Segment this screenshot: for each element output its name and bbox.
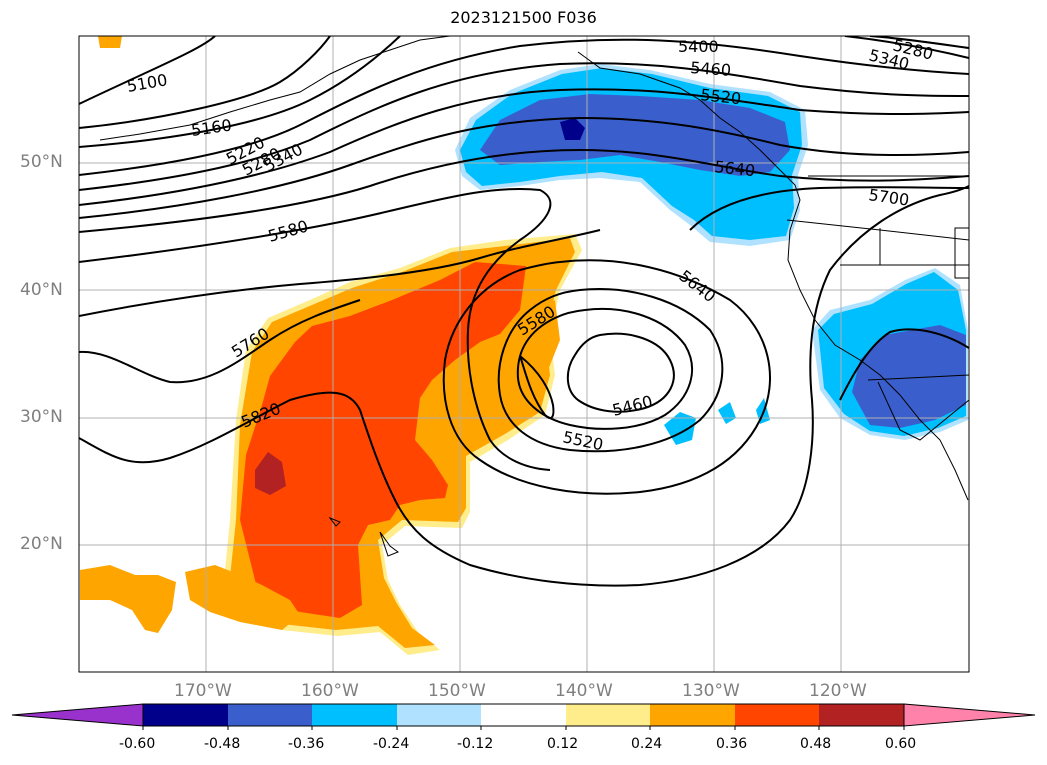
contour-label: 5640 [676, 266, 720, 306]
contour-label: 5520 [700, 85, 742, 108]
colorbar-tick-label: 0.60 [885, 736, 917, 752]
map-frame [78, 35, 970, 673]
lon-label: 120°W [809, 681, 867, 701]
contour-label: 5640 [714, 157, 756, 180]
lon-label: 160°W [301, 681, 359, 701]
colorbar-bin [228, 704, 312, 726]
colorbar-bin [312, 704, 397, 726]
colorbar-bin [819, 704, 904, 726]
colorbar-bin [566, 704, 650, 726]
contour-label: 5100 [125, 70, 168, 96]
height-contours [79, 36, 969, 587]
colorbar-bin [397, 704, 481, 726]
colorbar-tick-label: -0.48 [204, 736, 241, 752]
colorbar-bin [143, 704, 228, 726]
contour-label: 5160 [190, 115, 233, 139]
colorbar-tick-label: -0.60 [119, 736, 156, 752]
colorbar-bin [735, 704, 819, 726]
lat-label: 40°N [20, 280, 63, 300]
lon-label: 130°W [682, 681, 740, 701]
colorbar-bin [481, 704, 566, 726]
lon-label: 170°W [174, 681, 232, 701]
map-title: 2023121500 F036 [450, 8, 597, 27]
contour-label: 5700 [867, 185, 910, 209]
lat-label: 50°N [20, 152, 63, 172]
lon-label: 150°W [428, 681, 486, 701]
colorbar-tick-label: 0.12 [547, 736, 579, 752]
contour-label: 5460 [610, 392, 654, 420]
colorbar-extend-max [903, 703, 1036, 727]
contour-label: 5340 [261, 140, 306, 176]
lon-label: 140°W [555, 681, 613, 701]
colorbar-extend-min [11, 703, 144, 727]
colorbar-tick-label: -0.12 [457, 736, 494, 752]
contour-label: 5460 [690, 58, 732, 80]
colorbar-tick-label: 0.48 [800, 736, 832, 752]
colorbar-tick-label: 0.36 [716, 736, 748, 752]
contour-label: 5400 [678, 37, 719, 56]
graticule [79, 36, 969, 672]
lat-label: 20°N [20, 534, 63, 554]
colorbar-tick-label: 0.24 [631, 736, 663, 752]
colorbar-tick-label: -0.36 [288, 736, 325, 752]
contour-label: 5580 [266, 216, 310, 245]
colorbar-tick-label: -0.24 [373, 736, 410, 752]
negative-anomaly-field [455, 64, 968, 445]
colorbar [11, 703, 1036, 730]
colorbar-bin [650, 704, 735, 726]
lat-label: 30°N [20, 407, 63, 427]
